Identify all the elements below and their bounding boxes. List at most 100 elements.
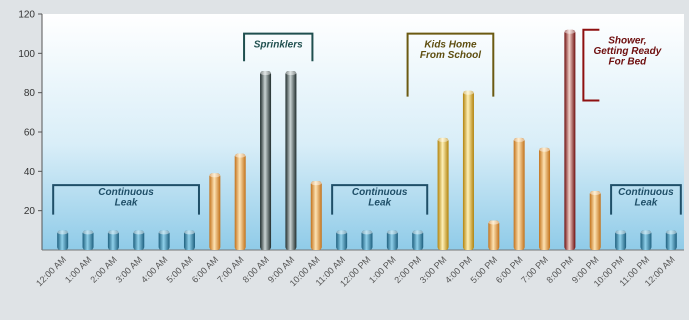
x-tick-label: 7:00 PM — [519, 254, 550, 285]
x-tick-label: 6:00 PM — [494, 254, 525, 285]
bar-6-00-am — [209, 173, 221, 250]
bar-cap — [437, 137, 449, 142]
bar-6-00-pm — [513, 137, 525, 250]
bar-12-00-am — [57, 230, 69, 250]
bar-cap — [209, 173, 221, 178]
bar-8-00-pm — [564, 29, 576, 250]
annotation-text: From School — [420, 50, 481, 61]
x-tick-label: 3:00 AM — [114, 254, 144, 284]
x-tick-label: 5:00 AM — [164, 254, 194, 284]
bar-1-00-pm — [386, 230, 398, 250]
annotation-bracket — [610, 184, 682, 215]
bar-5-00-am — [183, 230, 195, 250]
bar-8-00-am — [260, 71, 272, 251]
annotations: ContinuousLeakSprinklersContinuousLeakKi… — [52, 28, 682, 215]
annotation-text: Sprinklers — [254, 40, 303, 51]
annotation-bracket — [52, 184, 200, 215]
bar-10-00-am — [310, 181, 322, 250]
annotation-text: Continuous — [98, 187, 154, 198]
bar-cap — [640, 230, 652, 235]
annotation-text: For Bed — [608, 57, 647, 68]
bar-cap — [82, 230, 94, 235]
bar-cap — [386, 230, 398, 235]
bar-cap — [183, 230, 195, 235]
annotation-bracket — [582, 28, 600, 102]
x-tick-label: 12:00 AM — [34, 254, 68, 288]
annotation-text: Continuous — [618, 187, 674, 198]
bar-cap — [361, 230, 373, 235]
y-tick-label: 20 — [24, 206, 36, 217]
axes: 20 40 60 80 100 120 — [18, 10, 684, 251]
bar-cap — [539, 147, 551, 152]
bar-2-00-am — [107, 230, 119, 250]
x-tick-label: 2:00 AM — [88, 254, 118, 284]
bar-cap — [234, 153, 246, 158]
annotation-text: Leak — [115, 198, 138, 209]
y-tick-label: 100 — [18, 49, 35, 60]
x-tick-label: 1:00 AM — [63, 254, 93, 284]
y-tick-label: 40 — [24, 167, 36, 178]
bar-cap — [57, 230, 69, 235]
x-tick-label: 7:00 AM — [215, 254, 245, 284]
annotation-text: Leak — [635, 198, 658, 209]
bar-9-00-pm — [589, 191, 601, 250]
bar-5-00-pm — [488, 220, 500, 250]
x-tick-label: 4:00 AM — [139, 254, 169, 284]
annotation-text: Shower, — [608, 36, 646, 47]
bar-cap — [285, 71, 297, 76]
bar-7-00-pm — [539, 147, 551, 250]
x-tick-label: 2:00 PM — [392, 254, 423, 285]
x-tick-label: 1:00 PM — [367, 254, 398, 285]
bar-7-00-am — [234, 153, 246, 250]
bar-cap — [564, 29, 576, 34]
annotation-text: Continuous — [352, 187, 408, 198]
bar-cap — [488, 220, 500, 225]
bar-cap — [133, 230, 145, 235]
x-tick-label: 4:00 PM — [443, 254, 474, 285]
x-tick-label: 5:00 PM — [468, 254, 499, 285]
bar-9-00-am — [285, 71, 297, 251]
bar-cap — [589, 191, 601, 195]
bar-12-00-pm — [361, 230, 373, 250]
annotation-text: Leak — [368, 198, 391, 209]
x-tick-labels: 12:00 AM1:00 AM2:00 AM3:00 AM4:00 AM5:00… — [34, 254, 677, 288]
bar-3-00-pm — [437, 137, 449, 250]
x-tick-label: 6:00 AM — [190, 254, 220, 284]
plot-background — [42, 14, 684, 250]
bar-3-00-am — [133, 230, 145, 250]
bars — [57, 29, 677, 251]
y-tick-label: 120 — [18, 10, 35, 21]
bar-cap — [310, 181, 322, 186]
bar-11-00-am — [336, 230, 348, 250]
bar-cap — [665, 230, 677, 235]
bar-10-00-pm — [615, 230, 627, 250]
bar-4-00-am — [158, 230, 170, 250]
bar-cap — [412, 230, 424, 235]
y-tick-label: 80 — [24, 88, 36, 99]
annotation-text: Getting Ready — [593, 46, 661, 57]
x-tick-label: 8:00 AM — [241, 254, 271, 284]
bar-cap — [462, 90, 474, 95]
bar-cap — [158, 230, 170, 235]
bar-11-00-pm — [640, 230, 652, 250]
y-tick-label: 60 — [24, 128, 36, 139]
bar-4-00-pm — [462, 90, 474, 250]
annotation-bracket — [243, 32, 314, 62]
bar-cap — [513, 137, 525, 142]
bar-cap — [615, 230, 627, 235]
bar-cap — [336, 230, 348, 235]
annotation-bracket — [406, 32, 495, 97]
annotation-sprinkler: Sprinklers — [243, 32, 314, 62]
x-tick-label: 3:00 PM — [418, 254, 449, 285]
annotation-text: Kids Home — [424, 40, 477, 51]
bar-2-00-pm — [412, 230, 424, 250]
bar-cap — [260, 71, 272, 76]
x-tick-label: 8:00 PM — [545, 254, 576, 285]
bar-cap — [107, 230, 119, 235]
